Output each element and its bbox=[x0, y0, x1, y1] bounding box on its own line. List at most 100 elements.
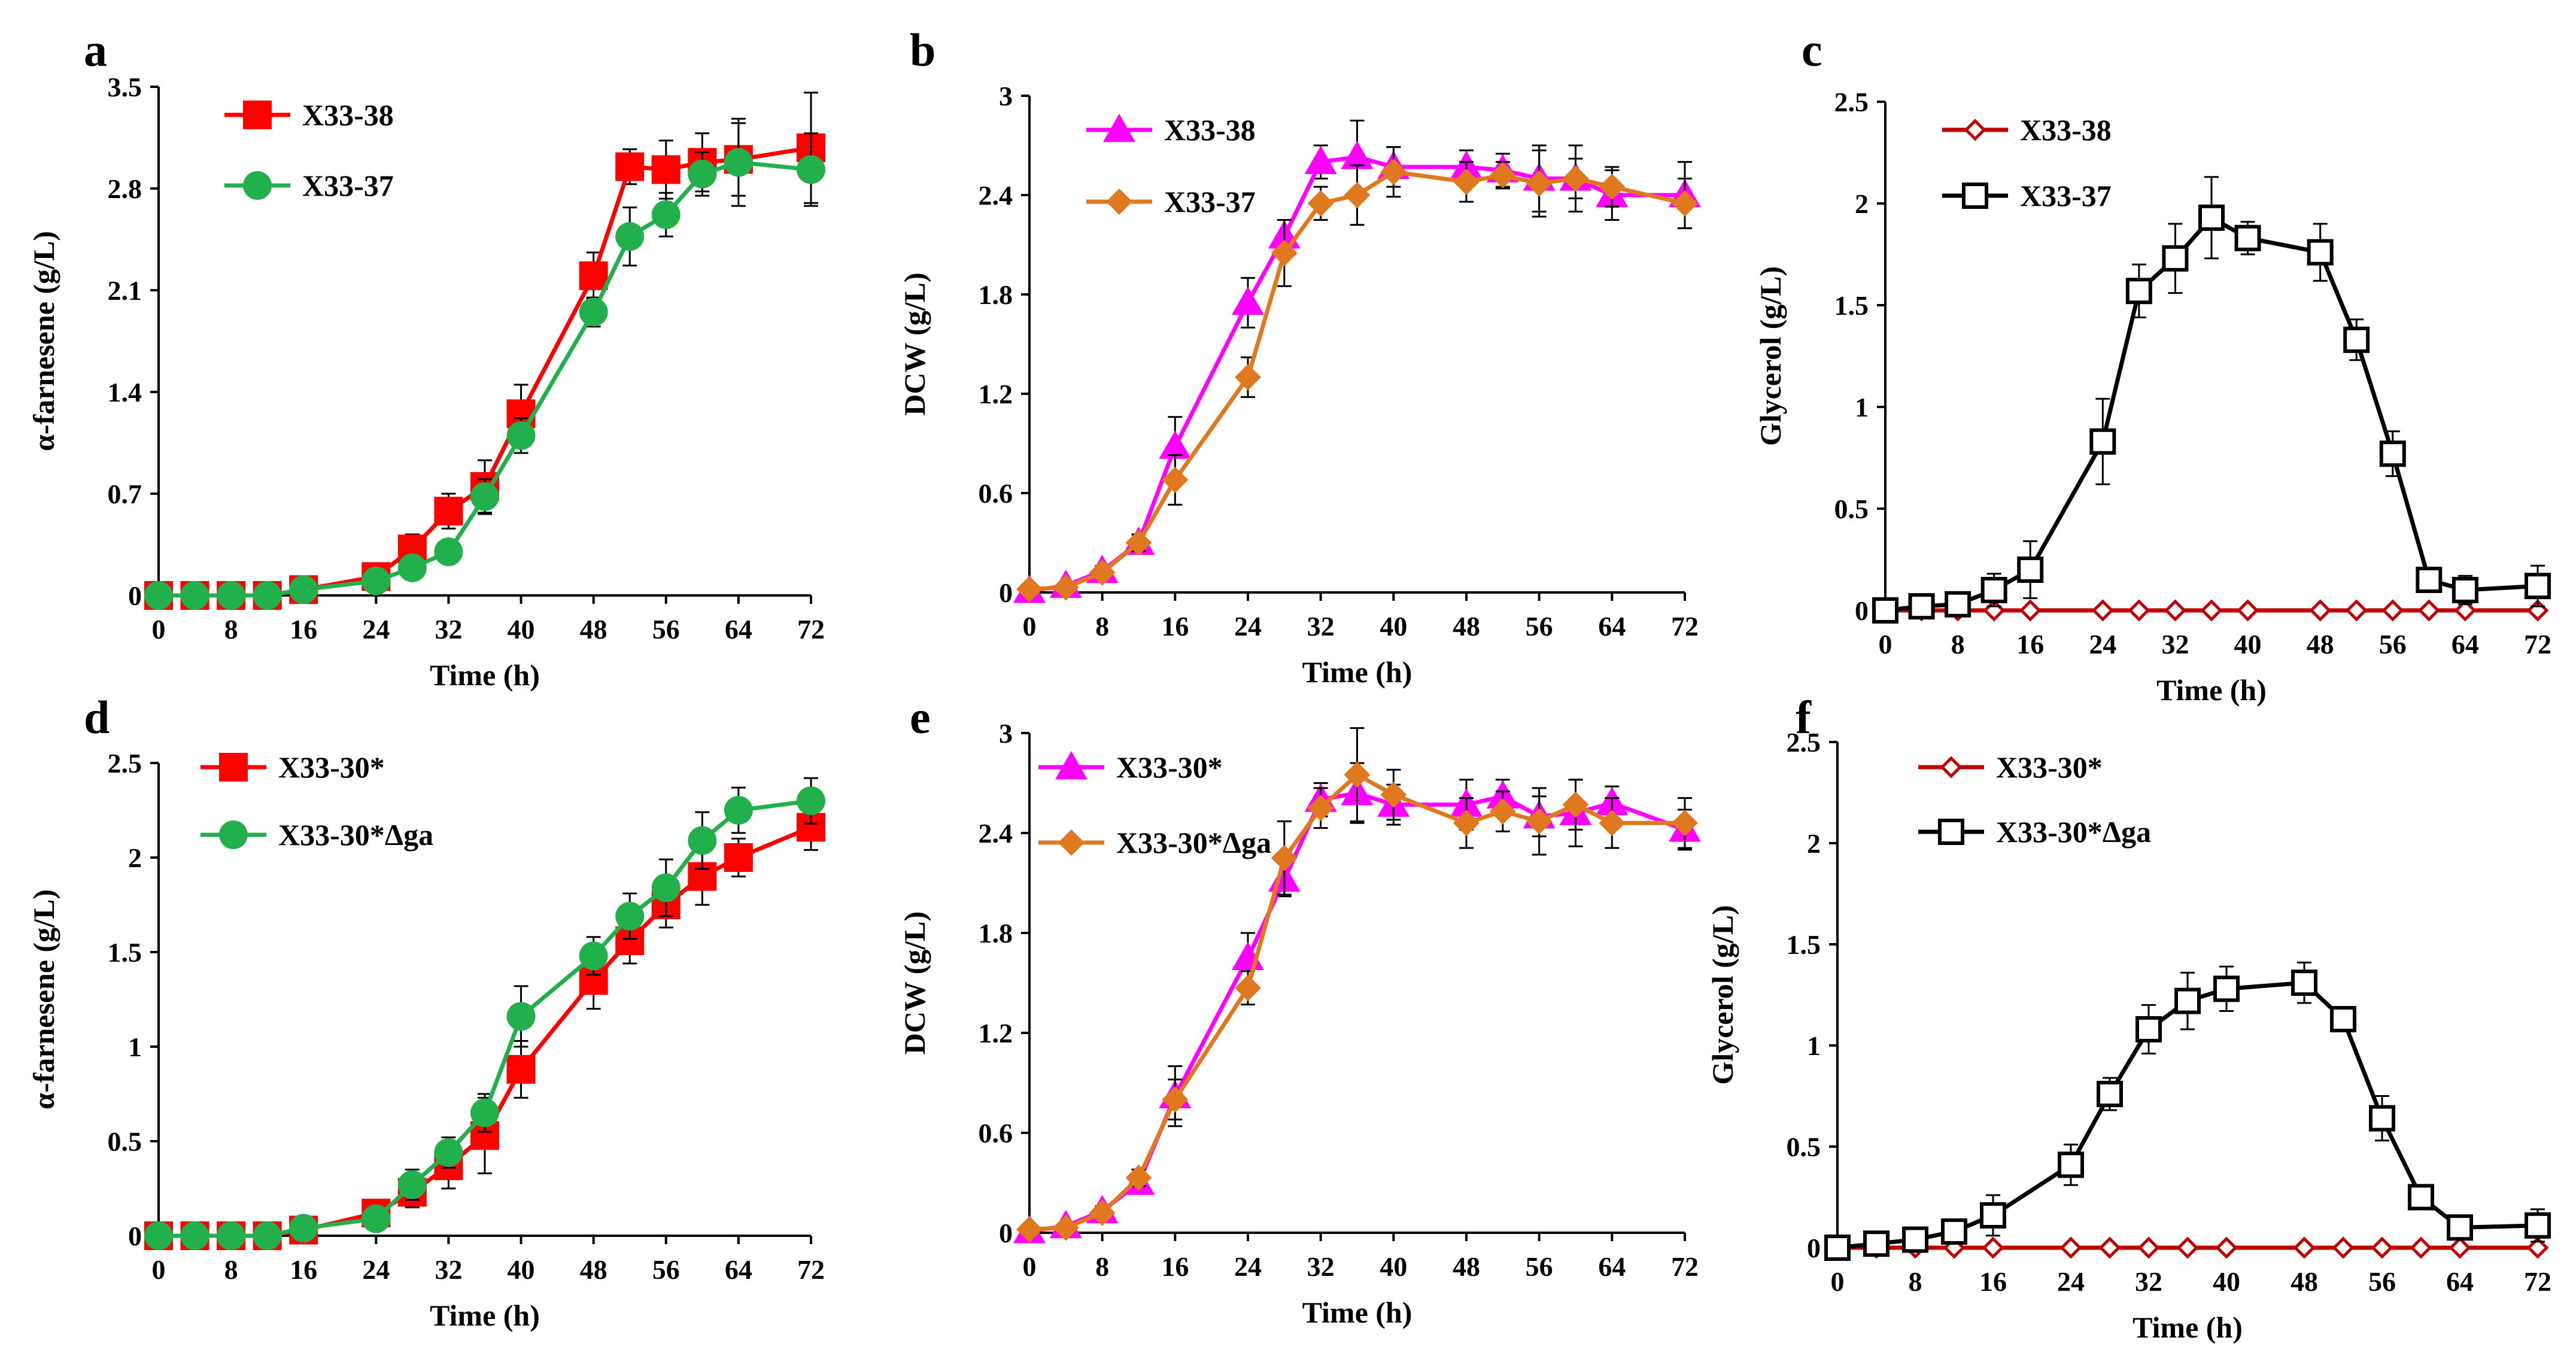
data-point bbox=[2059, 1236, 2082, 1259]
data-point bbox=[1380, 781, 1407, 808]
panel-letter: a bbox=[84, 24, 107, 76]
y-axis-title: α-farnesene (g/L) bbox=[27, 889, 60, 1109]
data-point bbox=[1980, 577, 2007, 603]
y-tick-label: 0.5 bbox=[1787, 1132, 1821, 1162]
series-line bbox=[1885, 215, 2538, 613]
x-tick-label: 0 bbox=[1023, 611, 1037, 642]
x-tick-label: 40 bbox=[508, 1254, 535, 1285]
legend-label: X33-38 bbox=[1164, 113, 1256, 147]
data-point bbox=[2200, 599, 2223, 622]
data-point bbox=[289, 575, 318, 604]
data-point bbox=[1089, 559, 1116, 586]
data-point bbox=[688, 826, 717, 855]
y-axis-title: Glycerol (g/L) bbox=[1706, 905, 1739, 1084]
data-point bbox=[1980, 1202, 2006, 1229]
y-tick-label: 0 bbox=[1807, 1233, 1821, 1263]
chart-panel-b: b 0 0.6 1.2 1.8 2.4 3 0 8 16 24 32 40 48 56 64 72 Time (h… bbox=[898, 24, 1701, 689]
data-point bbox=[397, 553, 427, 582]
data-point bbox=[2058, 1151, 2084, 1178]
legend-entry: X33-37 bbox=[1942, 179, 2112, 212]
data-point bbox=[1271, 844, 1298, 871]
data-point bbox=[2137, 1236, 2160, 1259]
data-point bbox=[2293, 1236, 2316, 1259]
legend-entry: X33-37 bbox=[1086, 185, 1256, 218]
data-point bbox=[2089, 428, 2116, 455]
data-point bbox=[1380, 159, 1407, 186]
y-tick-label: 3 bbox=[999, 718, 1013, 749]
data-point bbox=[253, 581, 282, 610]
data-point bbox=[1162, 1086, 1189, 1113]
data-point bbox=[434, 497, 463, 526]
series-line bbox=[159, 160, 812, 598]
legend-marker bbox=[1964, 118, 1986, 141]
data-point bbox=[1304, 145, 1337, 174]
chart-panel-e: e 0 0.6 1.2 1.8 2.4 3 0 8 16 24 32 40 48 56 64 72 Time (h… bbox=[898, 691, 1701, 1329]
data-point bbox=[470, 482, 499, 511]
legend-marker bbox=[1106, 189, 1132, 215]
data-point bbox=[1016, 1216, 1043, 1243]
x-axis-title: Time (h) bbox=[1302, 1296, 1412, 1329]
y-tick-label: 1.2 bbox=[979, 1018, 1013, 1048]
y-tick-label: 2.4 bbox=[979, 818, 1013, 849]
x-axis-title: Time (h) bbox=[2133, 1311, 2243, 1344]
data-point bbox=[2343, 326, 2370, 353]
x-tick-label: 40 bbox=[2234, 629, 2262, 659]
x-tick-label: 24 bbox=[1234, 611, 1262, 642]
x-tick-label: 8 bbox=[1909, 1266, 1922, 1297]
data-point bbox=[1125, 1165, 1152, 1191]
data-point bbox=[2416, 567, 2443, 593]
data-point bbox=[1863, 1230, 1890, 1257]
y-tick-label: 2.5 bbox=[1834, 87, 1869, 117]
legend-label: X33-30* bbox=[1116, 750, 1223, 784]
series-line bbox=[159, 798, 812, 1238]
legend-label: X33-37 bbox=[302, 169, 394, 202]
y-tick-label: 1 bbox=[128, 1032, 142, 1062]
x-tick-label: 8 bbox=[1095, 1251, 1109, 1282]
legend-marker bbox=[219, 753, 248, 782]
legend-entry: X33-30*Δga bbox=[1918, 815, 2151, 849]
series-X33-30* bbox=[1826, 1236, 2549, 1259]
y-tick-label: 0.7 bbox=[108, 479, 142, 509]
x-tick-label: 48 bbox=[580, 1254, 607, 1285]
x-axis-title: Time (h) bbox=[430, 1299, 540, 1332]
data-point bbox=[1235, 974, 1261, 1001]
data-point bbox=[397, 1170, 427, 1199]
y-tick-label: 1.8 bbox=[979, 918, 1013, 949]
x-tick-label: 8 bbox=[224, 1254, 238, 1285]
series-line bbox=[1837, 980, 2538, 1250]
y-tick-label: 1.5 bbox=[1834, 290, 1869, 321]
data-point bbox=[2097, 1081, 2123, 1108]
x-tick-label: 64 bbox=[2452, 629, 2479, 659]
series-X33-37 bbox=[1872, 176, 2551, 624]
x-tick-label: 64 bbox=[2446, 1266, 2474, 1297]
series-X33-30*Δga bbox=[1824, 961, 2551, 1261]
x-tick-label: 0 bbox=[1831, 1266, 1845, 1297]
legend-label: X33-30*Δga bbox=[1116, 826, 1271, 859]
legend-label: X33-37 bbox=[1164, 185, 1256, 218]
data-point bbox=[2091, 599, 2114, 622]
series-X33-37 bbox=[1016, 146, 1698, 603]
data-point bbox=[2417, 599, 2440, 622]
legend-label: X33-30*Δga bbox=[278, 818, 433, 852]
y-tick-label: 0.6 bbox=[979, 1118, 1013, 1148]
x-tick-label: 56 bbox=[652, 614, 680, 645]
x-tick-label: 24 bbox=[1234, 1251, 1262, 1282]
panel-letter: c bbox=[1802, 24, 1822, 76]
data-point bbox=[2447, 1214, 2473, 1241]
y-tick-label: 1 bbox=[1807, 1030, 1821, 1061]
y-tick-label: 2.8 bbox=[108, 174, 142, 204]
panel-letter: b bbox=[910, 24, 935, 76]
x-tick-label: 32 bbox=[2135, 1266, 2162, 1297]
panel-letter: d bbox=[84, 691, 110, 743]
y-tick-label: 0.5 bbox=[108, 1126, 142, 1157]
data-point bbox=[2128, 599, 2150, 622]
series-line bbox=[1029, 773, 1685, 1232]
data-point bbox=[506, 1054, 536, 1084]
data-point bbox=[2525, 573, 2551, 600]
legend-marker bbox=[1055, 751, 1087, 780]
x-tick-label: 48 bbox=[1453, 1251, 1480, 1282]
x-tick-label: 40 bbox=[508, 614, 535, 645]
x-tick-label: 16 bbox=[1979, 1266, 2007, 1297]
y-tick-label: 1.5 bbox=[108, 937, 142, 968]
legend-entry: X33-30*Δga bbox=[1038, 826, 1271, 859]
